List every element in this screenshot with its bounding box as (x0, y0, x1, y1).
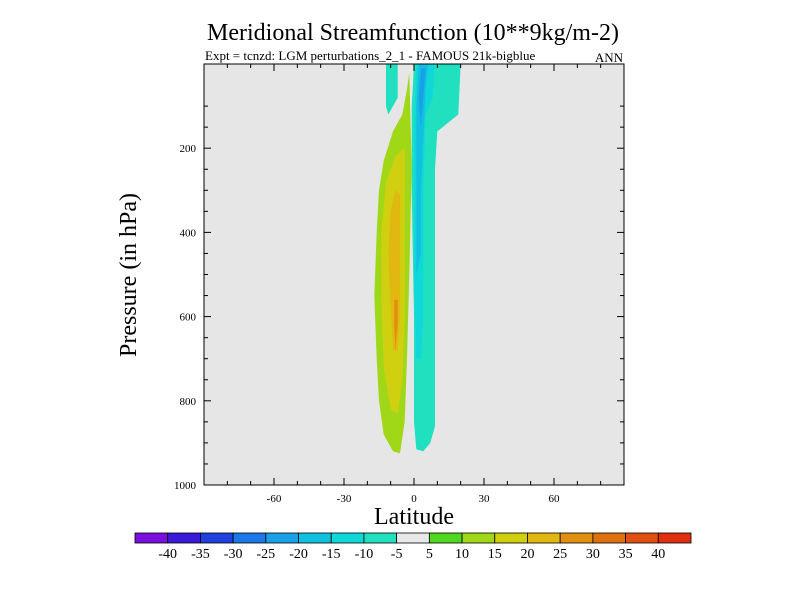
colorbar-label: 25 (553, 547, 567, 562)
colorbar-swatch (134, 532, 169, 544)
colorbar-swatch (592, 532, 626, 544)
x-tick-label: 30 (479, 493, 491, 505)
colorbar-swatch (559, 532, 594, 544)
colorbar-label: -25 (256, 547, 275, 562)
y-tick-label: 600 (180, 312, 197, 324)
colorbar-label: -20 (289, 547, 308, 562)
colorbar-label: 30 (586, 547, 600, 562)
y-tick-label: 200 (180, 143, 197, 155)
colorbar-label: -30 (224, 547, 243, 562)
colorbar-label: -15 (322, 547, 341, 562)
x-tick-label: 0 (411, 493, 417, 505)
colorbar-swatch (363, 532, 398, 544)
chart-title: Meridional Streamfunction (10**9kg/m-2) (207, 20, 619, 46)
x-tick-label: -60 (267, 493, 282, 505)
colorbar: -40 -35 -30 -25 -20 -15 -10 -5 5 10 15 20 25 30 35 40 (134, 532, 692, 562)
colorbar-swatch (232, 532, 267, 544)
colorbar-label: -40 (158, 547, 177, 562)
colorbar-label: 20 (520, 547, 534, 562)
colorbar-swatch (396, 532, 430, 544)
colorbar-swatch (330, 532, 365, 544)
chart-subtitle: Expt = tcnzd: LGM perturbations_2_1 - FA… (205, 48, 535, 63)
colorbar-label: -10 (355, 547, 374, 562)
colorbar-swatch (428, 532, 463, 544)
x-axis-label: Latitude (374, 504, 454, 530)
y-tick-label: 800 (180, 396, 197, 408)
colorbar-swatch (461, 532, 496, 544)
colorbar-swatch (298, 532, 332, 544)
colorbar-label: -35 (191, 547, 210, 562)
contour-northern-cell-inner (416, 64, 428, 275)
colorbar-swatch (625, 532, 659, 544)
colorbar-label: -5 (391, 547, 403, 562)
colorbar-label: 10 (455, 547, 469, 562)
x-tick-label: -30 (337, 493, 352, 505)
contour-shallow-north-cell (386, 64, 398, 115)
y-tick-label: 1000 (174, 480, 197, 492)
colorbar-label: 5 (426, 547, 433, 562)
plot-area: -60 -30 0 30 60 200 400 600 800 1000 (174, 63, 625, 505)
colorbar-swatch (167, 532, 201, 544)
contour-northern-cell-core (418, 68, 426, 128)
colorbar-swatch (494, 532, 528, 544)
x-tick-label: 60 (549, 493, 561, 505)
colorbar-swatch (265, 532, 299, 544)
colorbar-swatch (200, 532, 234, 544)
colorbar-swatch (527, 532, 561, 544)
contour-southern-cell-peak (394, 299, 398, 351)
y-axis-label: Pressure (in hPa) (116, 193, 142, 357)
season-label: ANN (595, 50, 624, 65)
colorbar-label: 35 (619, 547, 633, 562)
colorbar-label: 40 (651, 547, 665, 562)
y-tick-label: 400 (180, 227, 197, 239)
colorbar-label: 15 (488, 547, 502, 562)
colorbar-swatch (657, 532, 692, 544)
